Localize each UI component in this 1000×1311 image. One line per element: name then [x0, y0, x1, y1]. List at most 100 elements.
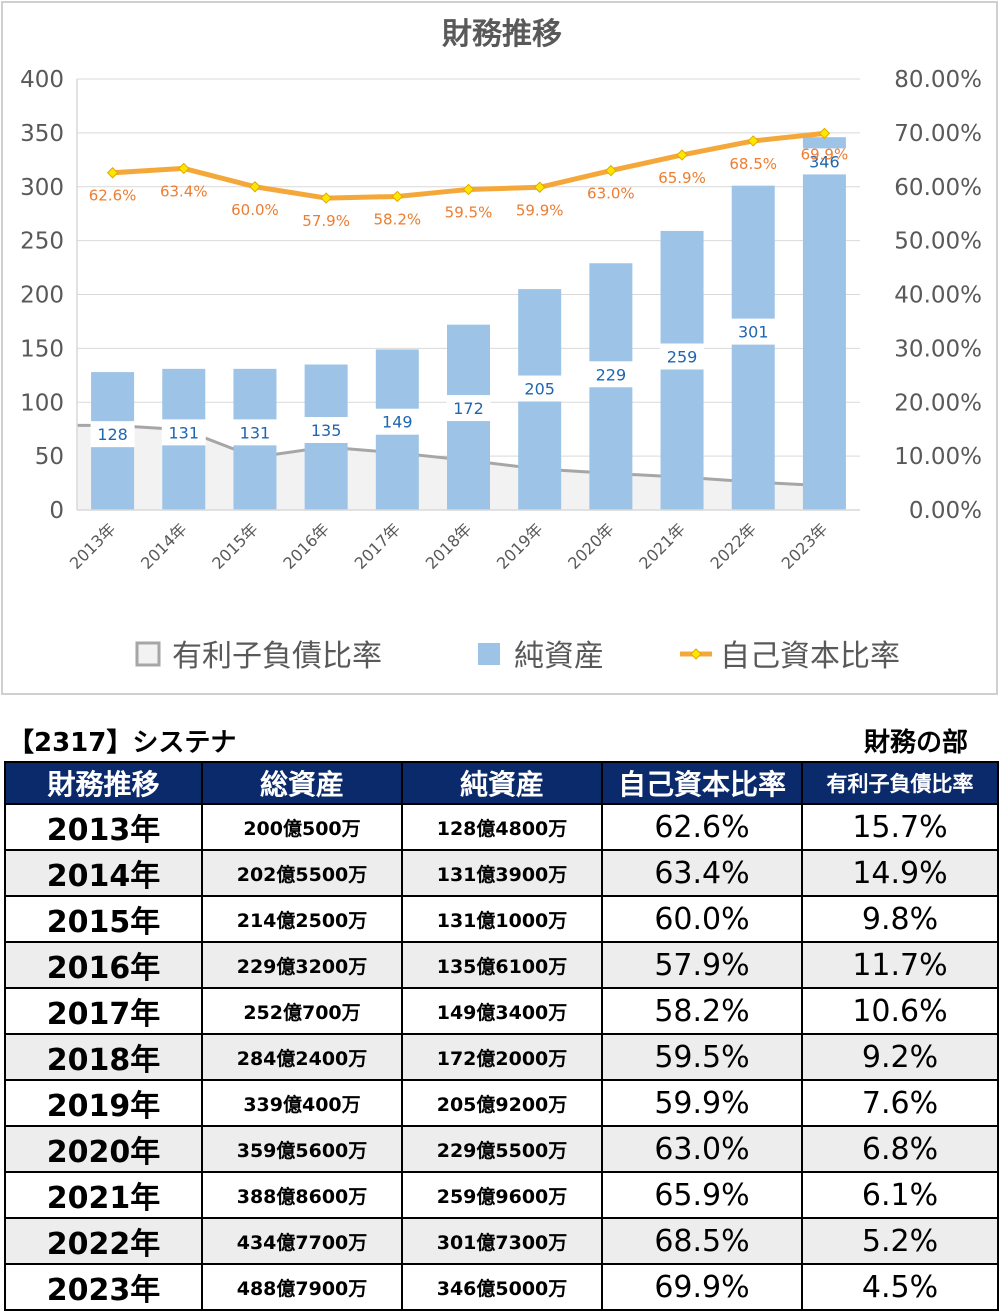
- cell-total-assets: 202億5500万: [201, 849, 403, 897]
- net-assets-bar-label: 301: [738, 323, 769, 342]
- equity-ratio-point: [391, 190, 404, 203]
- cell-net-assets: 205億9200万: [401, 1079, 603, 1127]
- cell-year: 2022年: [4, 1217, 203, 1265]
- equity-ratio-point: [818, 127, 831, 140]
- cell-equity-ratio: 69.9%: [601, 1263, 803, 1311]
- equity-ratio-point: [533, 181, 546, 193]
- legend-swatch-debt-ratio: [135, 641, 161, 667]
- cell-equity-ratio: 60.0%: [601, 895, 803, 943]
- cell-total-assets: 229億3200万: [201, 941, 403, 989]
- cell-debt-ratio: 5.2%: [801, 1217, 999, 1265]
- financial-chart: 財務推移 0 50 100 150 200 250 300 350 400 0.00% 10.00% 2…: [1, 1, 998, 695]
- bar-label-bg: [232, 419, 277, 446]
- equity-ratio-point: [462, 183, 475, 196]
- chart-title: 財務推移: [442, 17, 562, 52]
- y-right-tick: 20.00%: [894, 390, 982, 416]
- bar-label-bg: [731, 318, 776, 345]
- equity-ratio-point: [676, 149, 688, 161]
- equity-ratio-label: 58.2%: [373, 210, 421, 228]
- net-assets-bar-label: 128: [97, 425, 128, 444]
- y-left-tick: 100: [20, 390, 64, 416]
- header-net-assets: 純資産: [401, 761, 603, 805]
- cell-equity-ratio: 58.2%: [601, 987, 803, 1035]
- net-assets-bar: [731, 185, 775, 511]
- y-right-tick: 10.00%: [894, 444, 982, 470]
- cell-debt-ratio: 11.7%: [801, 941, 999, 989]
- equity-ratio-point: [747, 135, 759, 147]
- section-title: 財務の部: [863, 728, 968, 758]
- y-right-tick: 60.00%: [894, 175, 982, 201]
- cell-equity-ratio: 65.9%: [601, 1171, 803, 1219]
- company-title: 【2317】システナ: [8, 728, 237, 758]
- y-left-tick: 350: [20, 121, 64, 147]
- y-left-tick: 400: [20, 67, 64, 93]
- cell-equity-ratio: 57.9%: [601, 941, 803, 989]
- cell-total-assets: 434億7700万: [201, 1217, 403, 1265]
- net-assets-bar-label: 259: [667, 348, 698, 367]
- cell-equity-ratio: 63.0%: [601, 1125, 803, 1173]
- y-left-tick: 250: [20, 229, 64, 255]
- equity-ratio-label: 69.9%: [801, 145, 849, 163]
- net-assets-bar: [802, 137, 846, 510]
- bar-label-bg: [375, 408, 420, 435]
- cell-year: 2020年: [4, 1125, 203, 1173]
- net-assets-bar-label: 229: [596, 365, 627, 384]
- table-row: 2016年 229億3200万 135億6100万 57.9% 11.7%: [4, 941, 999, 989]
- table-row: 2022年 434億7700万 301億7300万 68.5% 5.2%: [4, 1217, 999, 1265]
- equity-ratio-label: 57.9%: [302, 212, 350, 230]
- equity-ratio-point: [320, 192, 332, 204]
- y-right-tick: 80.00%: [894, 67, 982, 93]
- y-left-tick: 50: [35, 444, 64, 470]
- equity-ratio-label: 63.0%: [587, 185, 635, 203]
- cell-total-assets: 252億700万: [201, 987, 403, 1035]
- y-left-tick: 0: [49, 498, 64, 524]
- y-left-tick: 150: [20, 336, 64, 362]
- cell-total-assets: 284億2400万: [201, 1033, 403, 1081]
- equity-ratio-point: [106, 167, 119, 179]
- net-assets-bar-label: 172: [453, 399, 484, 418]
- table-row: 2020年 359億5600万 229億5500万 63.0% 6.8%: [4, 1125, 999, 1173]
- cell-net-assets: 301億7300万: [401, 1217, 603, 1265]
- cell-total-assets: 214億2500万: [201, 895, 403, 943]
- header-total-assets: 総資産: [201, 761, 403, 805]
- net-assets-bar-label: 346: [809, 152, 840, 171]
- cell-equity-ratio: 63.4%: [601, 849, 803, 897]
- table-row: 2019年 339億400万 205億9200万 59.9% 7.6%: [4, 1079, 999, 1127]
- cell-debt-ratio: 9.2%: [801, 1033, 999, 1081]
- table-row: 2013年 200億500万 128億4800万 62.6% 15.7%: [4, 803, 999, 851]
- net-assets-bar-label: 135: [311, 421, 342, 440]
- table-row: 2023年 488億7900万 346億5000万 69.9% 4.5%: [4, 1263, 999, 1311]
- legend-label-equity-ratio: 自己資本比率: [720, 639, 900, 674]
- legend-label-net-assets: 純資産: [514, 639, 604, 674]
- cell-total-assets: 339億400万: [201, 1079, 403, 1127]
- equity-ratio-point: [605, 164, 617, 177]
- bar-label-bg: [446, 395, 491, 422]
- equity-ratio-label: 68.5%: [729, 155, 777, 173]
- equity-ratio-point: [249, 181, 261, 193]
- bar-label-bg: [588, 361, 633, 388]
- cell-equity-ratio: 62.6%: [601, 803, 803, 851]
- cell-net-assets: 128億4800万: [401, 803, 603, 851]
- cell-net-assets: 149億3400万: [401, 987, 603, 1035]
- equity-ratio-label: 62.6%: [89, 187, 137, 205]
- cell-total-assets: 488億7900万: [201, 1263, 403, 1311]
- cell-net-assets: 131億1000万: [401, 895, 603, 943]
- legend-swatch-net-assets: [478, 643, 500, 665]
- cell-debt-ratio: 14.9%: [801, 849, 999, 897]
- cell-debt-ratio: 15.7%: [801, 803, 999, 851]
- cell-equity-ratio: 59.5%: [601, 1033, 803, 1081]
- equity-ratio-label: 65.9%: [658, 169, 706, 187]
- cell-debt-ratio: 6.8%: [801, 1125, 999, 1173]
- bar-label-bg: [660, 343, 705, 370]
- cell-year: 2016年: [4, 941, 203, 989]
- cell-year: 2018年: [4, 1033, 203, 1081]
- table-row: 2014年 202億5500万 131億3900万 63.4% 14.9%: [4, 849, 999, 897]
- header-debt-ratio: 有利子負債比率: [801, 761, 999, 805]
- cell-year: 2017年: [4, 987, 203, 1035]
- cell-net-assets: 135億6100万: [401, 941, 603, 989]
- net-assets-bar-label: 131: [168, 423, 199, 442]
- cell-debt-ratio: 4.5%: [801, 1263, 999, 1311]
- cell-debt-ratio: 6.1%: [801, 1171, 999, 1219]
- table-row: 2015年 214億2500万 131億1000万 60.0% 9.8%: [4, 895, 999, 943]
- bar-label-bg: [90, 421, 135, 448]
